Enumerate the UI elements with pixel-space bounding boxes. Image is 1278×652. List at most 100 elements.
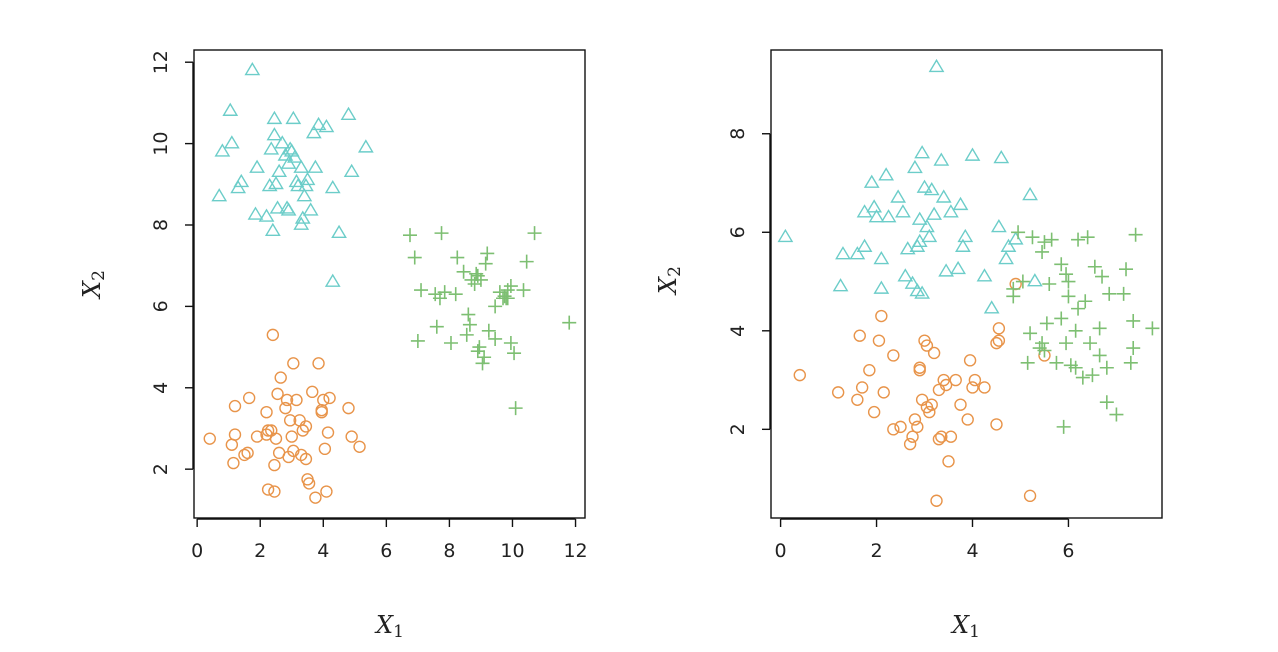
plus-point — [1083, 336, 1098, 351]
circle-point — [939, 378, 953, 392]
x-tick-label: 4 — [966, 540, 978, 562]
x-tick-label: 4 — [317, 540, 329, 562]
plus-point — [1123, 355, 1138, 370]
circle-point — [894, 420, 907, 434]
triangle-point — [911, 211, 928, 225]
plus-point — [1071, 301, 1086, 316]
circle-point — [268, 485, 281, 498]
x-tick-label: 10 — [500, 540, 524, 562]
y-tick-label: 4 — [150, 382, 172, 394]
plus-point — [516, 283, 531, 298]
circle-point — [920, 339, 934, 352]
y-tick-label: 10 — [150, 132, 172, 156]
plus-point — [472, 340, 487, 355]
circle-point — [1023, 489, 1037, 503]
plus-point — [1042, 277, 1057, 291]
triangle-point — [863, 174, 880, 188]
plus-point — [1037, 235, 1052, 250]
circle-point — [930, 494, 943, 507]
circle-point — [299, 452, 313, 466]
circle-point — [911, 420, 924, 434]
triangle-point — [873, 280, 890, 294]
plus-point — [434, 226, 449, 241]
circle-point — [285, 430, 298, 443]
triangle-point — [991, 218, 1007, 233]
circle-point — [949, 373, 962, 387]
triangle-point — [938, 263, 954, 277]
plus-point — [461, 307, 476, 322]
circle-point — [992, 334, 1006, 347]
circle-point — [944, 430, 958, 443]
y-tick-label: 8 — [727, 128, 749, 140]
triangle-point — [866, 199, 883, 213]
triangle-point — [293, 159, 310, 173]
y-axis-title: X2 — [654, 266, 685, 296]
triangle-point — [269, 200, 286, 214]
triangle-point — [247, 206, 264, 220]
point-layer — [203, 61, 577, 504]
plus-point — [1056, 419, 1071, 434]
y-tick-label: 2 — [150, 463, 172, 475]
circle-point — [906, 430, 919, 443]
triangle-point — [305, 125, 322, 139]
triangle-point — [880, 209, 897, 223]
plus-point — [410, 333, 425, 348]
circle-point — [271, 387, 284, 401]
triangle-point — [933, 152, 950, 166]
triangle-point — [285, 110, 302, 125]
plus-point — [1099, 395, 1114, 410]
plus-point — [1092, 321, 1107, 336]
triangle-point — [916, 179, 933, 193]
circle-point — [203, 432, 216, 445]
circle-point — [228, 399, 242, 413]
circle-point — [279, 401, 292, 415]
triangle-point — [1007, 231, 1024, 245]
plus-point — [503, 279, 518, 294]
plus-point — [478, 256, 493, 271]
x-axis: 0 2 4 6 — [775, 518, 1074, 562]
triangle-point — [324, 179, 341, 194]
circle-point — [877, 386, 890, 399]
plus-point — [1078, 294, 1093, 309]
y-tick-label: 8 — [150, 219, 172, 231]
circle-point — [990, 336, 1003, 350]
y-tick-label: 2 — [727, 423, 749, 435]
triangle-point — [233, 173, 250, 188]
circle-point — [992, 322, 1006, 335]
plus-point — [475, 356, 490, 371]
plus-point — [1092, 348, 1107, 363]
circle-point — [318, 442, 332, 456]
triangle-point — [261, 177, 278, 192]
triangle-point — [952, 196, 969, 211]
x-tick-label: 0 — [775, 540, 787, 562]
plus-point — [437, 285, 452, 300]
triangle-point — [1022, 186, 1038, 201]
plus-point — [488, 331, 503, 346]
triangle-point — [1000, 238, 1017, 252]
y-tick-label: 6 — [150, 300, 172, 312]
circle-point — [913, 364, 926, 377]
circle-point — [831, 386, 845, 399]
circle-point — [309, 491, 322, 504]
triangle-point — [914, 285, 931, 299]
x-tick-label: 6 — [1062, 540, 1074, 562]
circle-point — [306, 385, 319, 399]
circle-point — [269, 432, 283, 445]
circle-point — [274, 371, 287, 384]
plus-point — [1044, 232, 1059, 247]
plus-point — [1068, 360, 1083, 375]
triangle-point — [310, 116, 327, 131]
plus-point — [1035, 336, 1050, 351]
triangle-point — [895, 204, 911, 218]
triangle-point — [878, 167, 895, 181]
plus-point — [1037, 343, 1052, 358]
triangle-point — [928, 58, 945, 73]
circle-point — [942, 455, 955, 468]
x-axis-title: X1 — [374, 611, 404, 642]
plus-point — [519, 254, 534, 269]
circle-point — [287, 444, 300, 458]
circle-point — [238, 448, 251, 462]
plot-frame — [193, 49, 586, 519]
plus-point — [497, 289, 512, 304]
